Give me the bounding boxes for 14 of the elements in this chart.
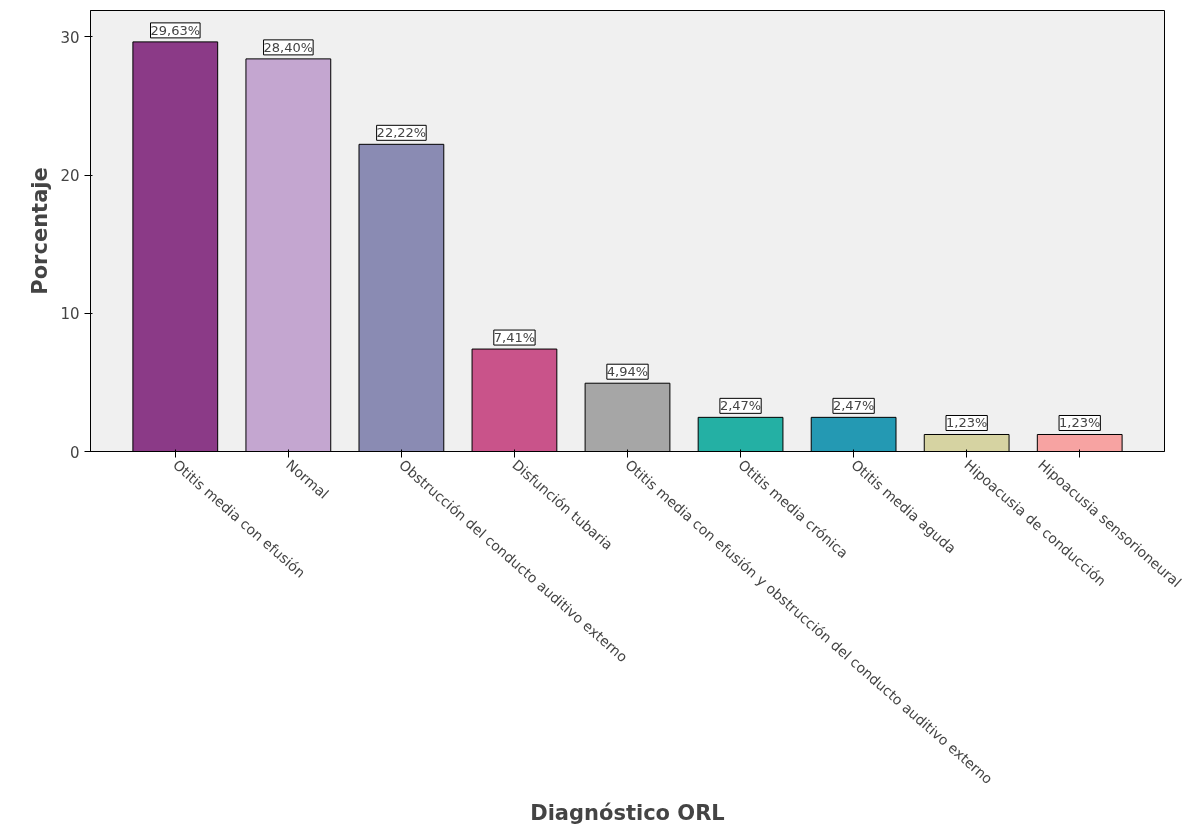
y-tick-label: 20 [60,167,80,186]
x-axis-title: Diagnóstico ORL [530,800,725,825]
data-label: 4,94% [606,364,649,380]
data-label: 2,47% [719,398,762,414]
data-label: 7,41% [493,330,536,346]
data-label: 2,47% [832,398,875,414]
y-tick-label: 30 [60,28,80,47]
data-label: 1,23% [946,415,988,431]
data-label: 22,22% [376,125,427,141]
y-axis-title: Porcentaje [28,167,53,295]
data-label: 1,23% [1059,415,1101,431]
data-label: 28,40% [263,39,314,55]
y-tick-label: 0 [69,443,80,462]
y-tick-label: 10 [60,305,80,324]
